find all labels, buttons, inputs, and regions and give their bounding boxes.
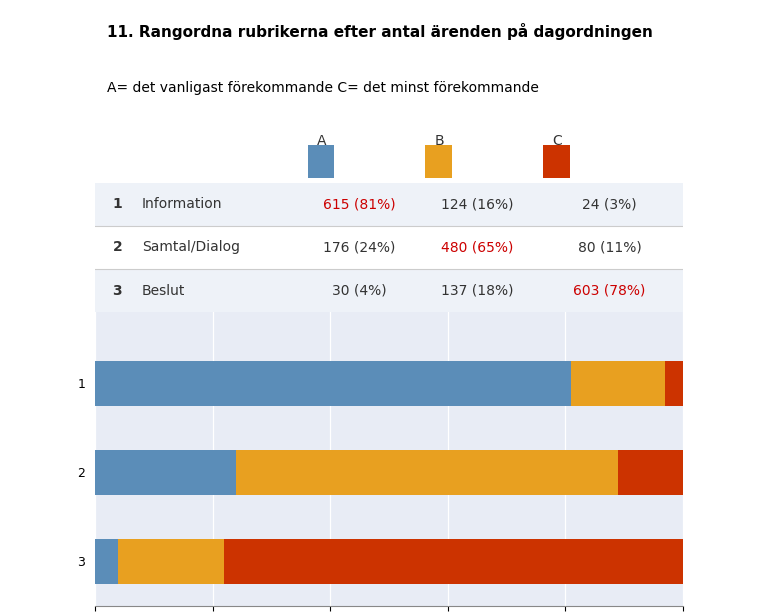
Text: 603 (78%): 603 (78%)	[573, 283, 646, 297]
Bar	[95, 539, 118, 584]
Bar	[225, 539, 683, 584]
Text: A= det vanligast förekommande C= det minst förekommande: A= det vanligast förekommande C= det min…	[106, 81, 539, 95]
Text: 24 (3%): 24 (3%)	[582, 198, 637, 211]
Text: 615 (81%): 615 (81%)	[323, 198, 396, 211]
Bar	[572, 361, 666, 406]
Text: 11. Rangordna rubrikerna efter antal ärenden på dagordningen: 11. Rangordna rubrikerna efter antal äre…	[106, 23, 653, 40]
Text: 80 (11%): 80 (11%)	[578, 241, 641, 255]
Bar	[95, 183, 683, 226]
Bar	[426, 145, 452, 178]
Bar	[95, 450, 236, 494]
Bar	[95, 226, 683, 269]
Text: 124 (16%): 124 (16%)	[441, 198, 514, 211]
Text: B: B	[434, 133, 444, 147]
Text: 3: 3	[112, 283, 122, 297]
Text: 2: 2	[112, 241, 122, 255]
Text: C: C	[552, 133, 562, 147]
Text: 1: 1	[112, 198, 122, 211]
Bar	[666, 361, 683, 406]
Text: Information: Information	[142, 198, 222, 211]
Text: 30 (4%): 30 (4%)	[332, 283, 387, 297]
Bar	[118, 539, 225, 584]
Bar	[619, 450, 683, 494]
Text: 176 (24%): 176 (24%)	[323, 241, 395, 255]
Bar	[236, 450, 619, 494]
Bar	[543, 145, 569, 178]
Bar	[308, 145, 334, 178]
Text: 137 (18%): 137 (18%)	[441, 283, 514, 297]
Text: 480 (65%): 480 (65%)	[441, 241, 513, 255]
Text: Beslut: Beslut	[142, 283, 185, 297]
Text: A: A	[317, 133, 326, 147]
Bar	[95, 269, 683, 312]
Text: Samtal/Dialog: Samtal/Dialog	[142, 241, 240, 255]
Bar	[95, 361, 572, 406]
